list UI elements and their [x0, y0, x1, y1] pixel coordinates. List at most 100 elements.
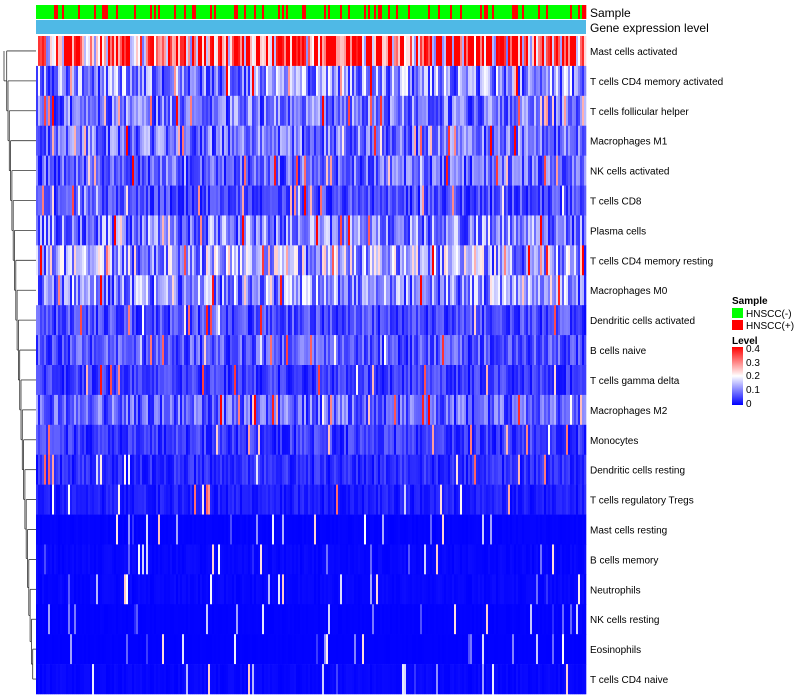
heatmap-cell	[92, 65, 95, 97]
heatmap-cell	[88, 484, 91, 515]
heatmap-cell	[224, 484, 227, 515]
heatmap-cell	[496, 394, 499, 426]
heatmap-cell	[78, 95, 81, 127]
heatmap-cell	[302, 394, 305, 426]
heatmap-cell	[582, 305, 585, 336]
heatmap-cell	[156, 65, 159, 97]
heatmap-cell	[296, 185, 299, 216]
heatmap-cell	[418, 424, 421, 456]
heatmap-cell	[228, 65, 231, 97]
heatmap-cell	[62, 394, 65, 426]
heatmap-cell	[524, 424, 527, 456]
heatmap-cell	[76, 275, 79, 306]
heatmap-cell	[194, 484, 197, 515]
heatmap-cell	[86, 365, 89, 396]
heatmap-cell	[354, 155, 357, 186]
heatmap-cell	[76, 65, 79, 97]
heatmap-cell	[544, 454, 547, 485]
heatmap-cell	[502, 335, 505, 366]
heatmap-cell	[66, 215, 69, 246]
heatmap-cell	[230, 275, 233, 306]
heatmap-cell	[442, 305, 445, 336]
heatmap-cell	[148, 95, 151, 127]
heatmap-cell	[388, 514, 391, 545]
heatmap-cell	[60, 275, 63, 306]
heatmap-cell	[208, 424, 211, 456]
heatmap-cell	[136, 305, 139, 336]
heatmap-cell	[272, 424, 275, 456]
heatmap-cell	[80, 335, 83, 366]
heatmap-cell	[564, 454, 567, 485]
sample-annotation-cell	[76, 5, 79, 19]
heatmap-cell	[84, 155, 87, 186]
heatmap-cell	[124, 424, 127, 456]
heatmap-cell	[500, 65, 503, 97]
heatmap-cell	[264, 275, 267, 306]
heatmap-cell	[268, 514, 271, 545]
heatmap-cell	[206, 65, 209, 97]
heatmap-cell	[128, 155, 131, 186]
heatmap-cell	[436, 95, 439, 127]
heatmap-cell	[96, 454, 99, 485]
heatmap-cell	[260, 36, 263, 67]
heatmap-cell	[478, 36, 481, 67]
heatmap-cell	[278, 275, 281, 306]
heatmap-cell	[76, 514, 79, 545]
heatmap-cell	[186, 125, 189, 156]
heatmap-cell	[354, 36, 357, 67]
sample-annotation-cell	[230, 5, 233, 19]
sample-annotation-cell	[582, 5, 585, 19]
heatmap-cell	[426, 365, 429, 396]
heatmap-cell	[186, 65, 189, 97]
heatmap-cell	[342, 454, 345, 485]
heatmap-cell	[270, 95, 273, 127]
heatmap-cell	[524, 215, 527, 246]
heatmap-cell	[504, 424, 507, 456]
heatmap-cell	[574, 65, 577, 97]
heatmap-cell	[420, 275, 423, 306]
heatmap-cell	[376, 125, 379, 156]
heatmap-cell	[310, 215, 313, 246]
heatmap-cell	[332, 394, 335, 426]
heatmap-cell	[302, 424, 305, 456]
heatmap-cell	[388, 125, 391, 156]
heatmap-cell	[420, 125, 423, 156]
heatmap-cell	[258, 394, 261, 426]
heatmap-cell	[62, 275, 65, 306]
heatmap-cell	[52, 245, 55, 276]
heatmap-cell	[160, 335, 163, 366]
heatmap-cell	[276, 125, 279, 156]
heatmap-cell	[48, 36, 51, 67]
heatmap-cell	[162, 185, 165, 216]
heatmap-cell	[64, 365, 67, 396]
heatmap-cell	[152, 245, 155, 276]
heatmap-cell	[302, 95, 305, 127]
heatmap-cell	[410, 454, 413, 485]
heatmap-cell	[452, 394, 455, 426]
heatmap-cell	[334, 514, 337, 545]
heatmap-cell	[462, 36, 465, 67]
heatmap-cell	[190, 424, 193, 456]
heatmap-cell	[178, 514, 181, 545]
heatmap-cell	[242, 125, 245, 156]
heatmap-cell	[132, 335, 135, 366]
heatmap-cell	[106, 155, 109, 186]
heatmap-cell	[340, 484, 343, 515]
sample-annotation-cell	[510, 5, 513, 19]
heatmap-cell	[208, 185, 211, 216]
heatmap-cell	[76, 36, 79, 67]
heatmap-cell	[544, 484, 547, 515]
heatmap-cell	[374, 65, 377, 97]
heatmap-cell	[328, 454, 331, 485]
heatmap-cell	[172, 275, 175, 306]
heatmap-cell	[104, 305, 107, 336]
heatmap-cell	[86, 335, 89, 366]
heatmap-cell	[44, 155, 47, 186]
heatmap-cell	[164, 245, 167, 276]
heatmap-cell	[532, 275, 535, 306]
heatmap-cell	[324, 245, 327, 276]
heatmap-cell	[158, 454, 161, 485]
heatmap-cell	[240, 394, 243, 426]
heatmap-cell	[574, 36, 577, 67]
heatmap-cell	[38, 454, 41, 485]
